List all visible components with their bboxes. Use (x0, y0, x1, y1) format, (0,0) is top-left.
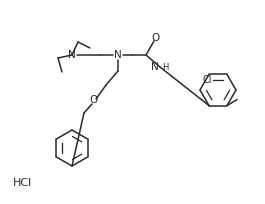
Text: O: O (89, 95, 97, 105)
Text: N: N (114, 50, 122, 60)
Text: N: N (151, 62, 159, 72)
Text: HCl: HCl (12, 178, 32, 188)
Text: H: H (162, 63, 168, 72)
Text: O: O (151, 33, 159, 43)
Text: Cl: Cl (202, 75, 212, 85)
Text: N: N (68, 50, 76, 60)
